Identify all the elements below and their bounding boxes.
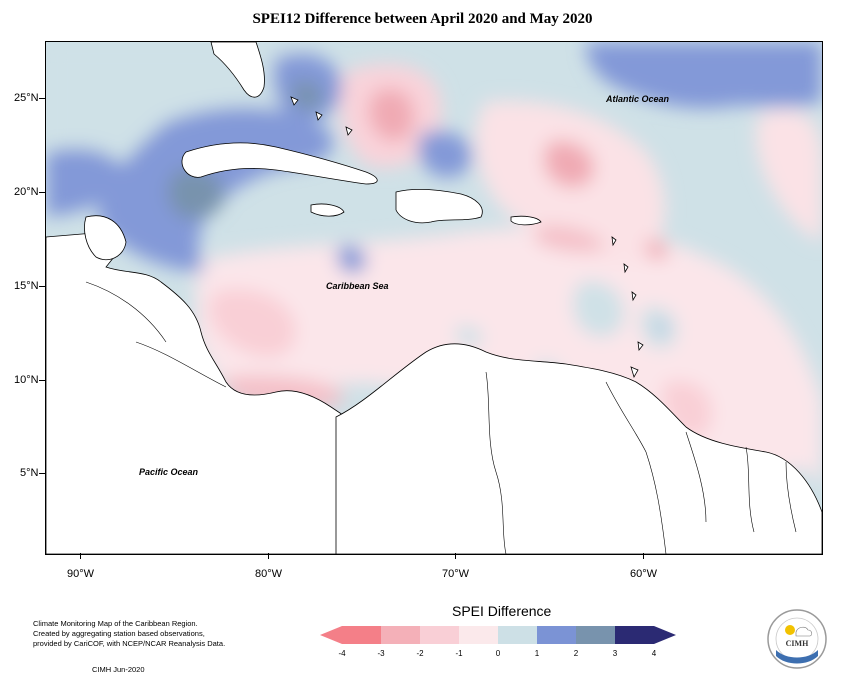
- puerto-rico-land: [510, 215, 542, 226]
- lesser-antilles-island: [631, 291, 637, 302]
- logo-text: CIMH: [786, 639, 809, 648]
- florida-land: [210, 42, 265, 98]
- map-area: [45, 41, 823, 555]
- cuba-land: [181, 142, 378, 185]
- borders: [85, 281, 797, 554]
- legend-swatch: [320, 626, 381, 644]
- south-america-land: [335, 343, 822, 554]
- lon-tick: [268, 553, 269, 559]
- legend-tick-label: 4: [652, 649, 657, 658]
- lat-label: 5°N: [20, 467, 39, 479]
- legend-tick-label: 0: [496, 649, 501, 658]
- lat-label: 20°N: [14, 186, 39, 198]
- lon-tick: [455, 553, 456, 559]
- lon-label: 80°W: [255, 568, 283, 580]
- lesser-antilles-island: [637, 341, 644, 351]
- legend-tick-label: -3: [377, 649, 385, 658]
- lat-tick: [39, 286, 45, 287]
- spei-map: [46, 42, 822, 554]
- legend-title: SPEI Difference: [452, 603, 552, 619]
- map-title: SPEI12 Difference between April 2020 and…: [252, 11, 593, 27]
- color-legend: -4 -3 -2 -1 0 1 2 3 4: [320, 626, 676, 658]
- legend-swatch: [537, 626, 576, 644]
- lat-label: 15°N: [14, 280, 39, 292]
- lon-label: 60°W: [630, 568, 658, 580]
- legend-tick-label: 2: [574, 649, 579, 658]
- hispaniola-land: [395, 189, 483, 224]
- legend-swatch: [498, 626, 537, 644]
- lon-label: 90°W: [67, 568, 95, 580]
- legend-swatch: [459, 626, 498, 644]
- cimh-logo: CIMH: [767, 609, 827, 669]
- credit-line: Climate Monitoring Map of the Caribbean …: [33, 619, 198, 628]
- lat-tick: [39, 380, 45, 381]
- lon-tick: [80, 553, 81, 559]
- caribbean-sea-label: Caribbean Sea: [326, 281, 389, 291]
- lesser-antilles-island: [623, 263, 629, 274]
- legend-swatch: [615, 626, 676, 644]
- lat-tick: [39, 98, 45, 99]
- bahamas-island: [290, 96, 299, 106]
- bahamas-island: [315, 111, 323, 121]
- legend-swatch: [381, 626, 420, 644]
- legend-tick-label: 1: [535, 649, 540, 658]
- legend-tick-label: -1: [455, 649, 463, 658]
- lat-tick: [39, 192, 45, 193]
- credit-line: Created by aggregating station based obs…: [33, 629, 205, 638]
- land: [46, 42, 822, 554]
- legend-swatch: [576, 626, 615, 644]
- yucatan-land: [84, 215, 127, 261]
- legend-tick-label: -2: [416, 649, 424, 658]
- legend-tick-label: -4: [338, 649, 346, 658]
- lat-label: 25°N: [14, 92, 39, 104]
- credit-line: provided by CariCOF, with NCEP/NCAR Rean…: [33, 639, 226, 648]
- trinidad-land: [630, 366, 639, 379]
- lat-tick: [39, 473, 45, 474]
- lesser-antilles-island: [611, 236, 617, 247]
- lon-label: 70°W: [442, 568, 470, 580]
- lon-tick: [643, 553, 644, 559]
- jamaica-land: [310, 203, 345, 217]
- legend-swatch: [420, 626, 459, 644]
- legend-tick-label: 3: [613, 649, 618, 658]
- atlantic-ocean-label: Atlantic Ocean: [606, 94, 670, 104]
- date-stamp: CIMH Jun-2020: [92, 665, 145, 674]
- central-america-land: [46, 231, 347, 554]
- pacific-ocean-label: Pacific Ocean: [139, 467, 199, 477]
- credit-text: Climate Monitoring Map of the Caribbean …: [33, 619, 243, 649]
- lat-label: 10°N: [14, 374, 39, 386]
- bahamas-island: [345, 126, 353, 136]
